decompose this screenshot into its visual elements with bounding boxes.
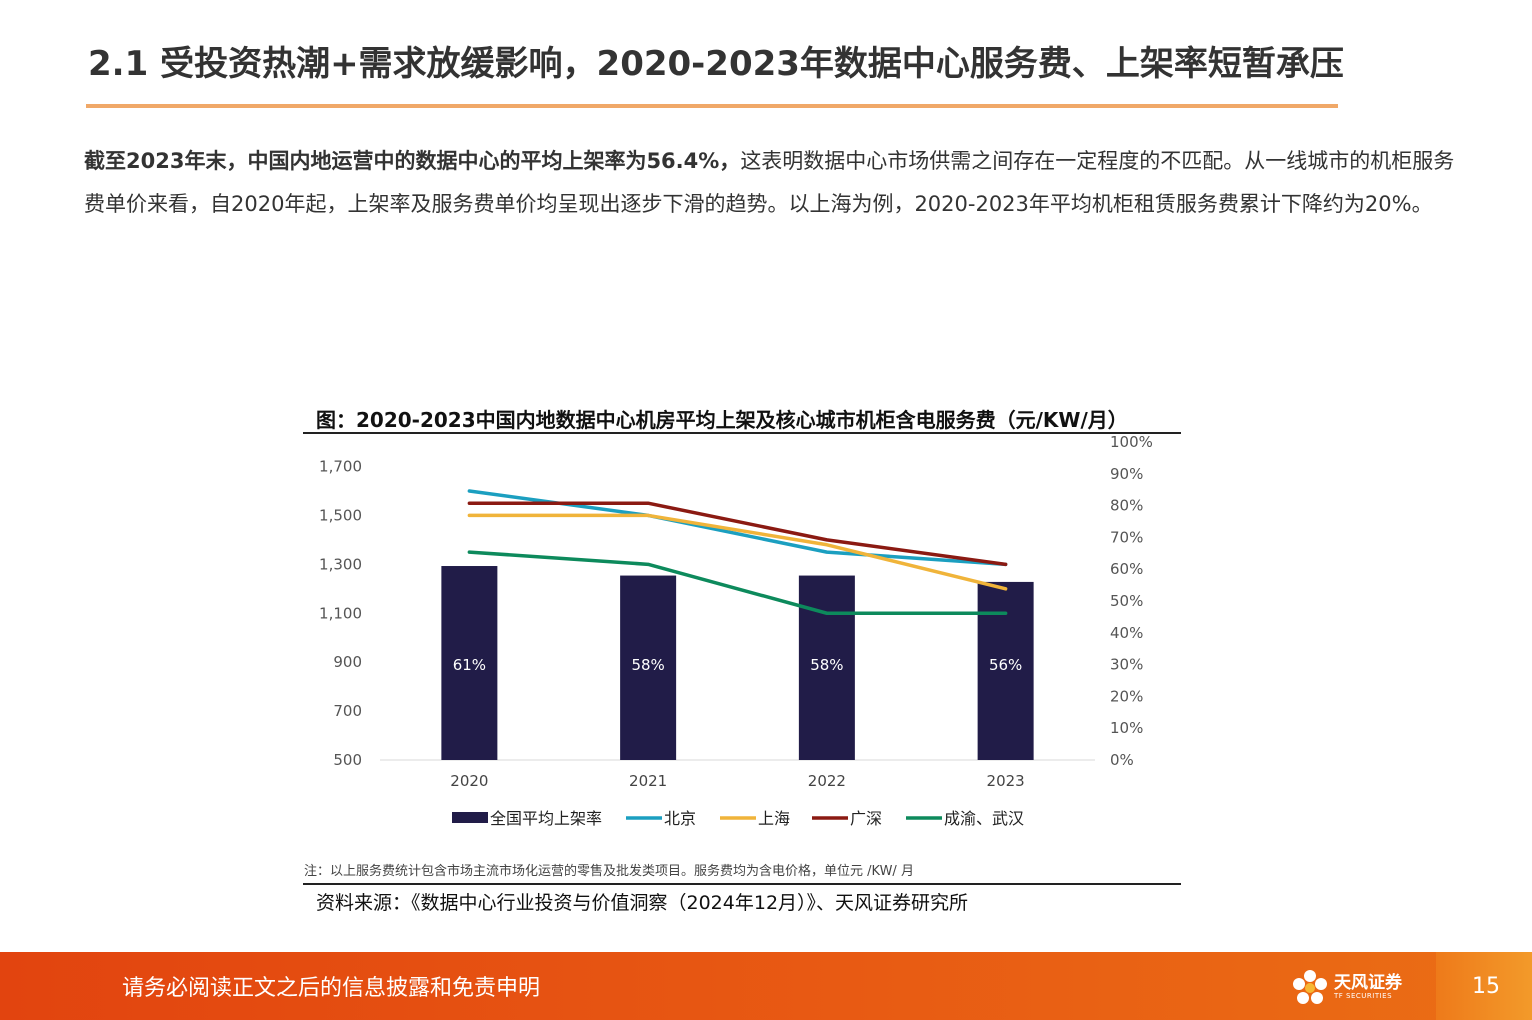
y-left-tick-label: 700 [333,702,362,720]
flower-logo-icon [1293,970,1327,1004]
body-lead-text: 截至2023年末，中国内地运营中的数据中心的平均上架率为56.4%， [84,149,741,173]
body-rest-text: 这表明数据中心市场供需之间存在一定程度的不匹配。从一线城市的机柜服务费单价来看，… [84,149,1455,216]
combo-chart: 500 700 900 1,100 1,300 1,500 1,700 0% 10% 20% 30%… [319,433,1153,828]
figure-source: 资料来源：《数据中心行业投资与价值洞察（2024年12月）》、天风证券研究所 [316,892,969,914]
x-tick-label: 2021 [629,772,667,790]
slide-title: 2.1 受投资热潮+需求放缓影响，2020-2023年数据中心服务费、上架率短暂… [88,44,1344,84]
line-series-3 [467,550,1008,615]
bar-data-label: 61% [453,656,486,674]
y-right-tick-label: 80% [1110,497,1143,515]
logo-name: 天风证券 [1334,973,1402,993]
y-right-tick-label: 40% [1110,624,1143,642]
x-tick-label: 2023 [987,772,1025,790]
bar-data-label: 58% [810,656,843,674]
footer-bar: 请务必阅读正文之后的信息披露和免责申明 天风证券 TF SECURITIES 1… [0,952,1532,1020]
source-rule [303,883,1181,885]
y-right-tick-label: 20% [1110,687,1143,705]
y-right-tick-label: 100% [1110,433,1153,451]
footer-disclaimer: 请务必阅读正文之后的信息披露和免责申明 [122,976,541,1001]
line-series-1 [467,513,1008,591]
page-number-box [1436,952,1532,1020]
legend-label: 全国平均上架率 [490,809,602,828]
legend-label: 广深 [850,809,882,828]
y-right-tick-label: 70% [1110,528,1143,546]
legend-swatch-bar [452,812,488,823]
figure-title-rule [303,432,1181,434]
legend-label: 上海 [758,809,790,828]
bar-2021 [620,575,677,760]
bar-data-label: 58% [631,656,664,674]
body-paragraph: 截至2023年末，中国内地运营中的数据中心的平均上架率为56.4%，这表明数据中… [84,140,1464,226]
brand-logo: 天风证券 TF SECURITIES [1290,966,1430,1010]
y-right-tick-label: 50% [1110,592,1143,610]
figure-note: 注：以上服务费统计包含市场主流市场化运营的零售及批发类项目。服务费均为含电价格，… [304,864,914,879]
bar-data-label: 56% [989,656,1022,674]
legend-label: 成渝、武汉 [944,809,1024,828]
y-left-tick-label: 1,700 [319,458,362,476]
page-number: 15 [1472,974,1500,999]
line-series-2 [467,501,1008,567]
y-right-tick-label: 0% [1110,751,1134,769]
title-divider [86,104,1338,108]
y-right-tick-label: 90% [1110,465,1143,483]
y-right-tick-label: 60% [1110,560,1143,578]
y-right-tick-label: 30% [1110,656,1143,674]
y-left-tick-label: 1,500 [319,506,362,524]
y-left-tick-label: 1,300 [319,555,362,573]
x-tick-label: 2022 [808,772,846,790]
y-left-tick-label: 900 [333,653,362,671]
logo-subtitle: TF SECURITIES [1334,992,1393,1000]
y-left-tick-label: 500 [333,751,362,769]
figure-title: 图：2020-2023中国内地数据中心机房平均上架及核心城市机柜含电服务费（元/… [316,408,1128,432]
x-tick-label: 2020 [450,772,488,790]
y-left-tick-label: 1,100 [319,604,362,622]
legend-label: 北京 [664,809,696,828]
y-right-tick-label: 10% [1110,719,1143,737]
bar-2020 [441,566,498,760]
bar-2022 [798,575,855,760]
